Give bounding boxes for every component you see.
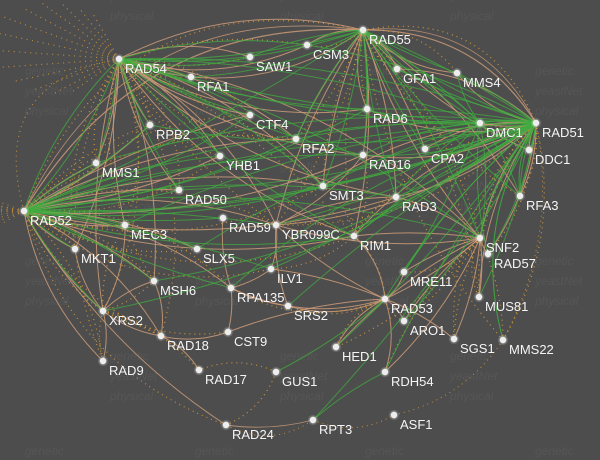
svg-text:physical: physical [24, 104, 69, 118]
svg-text:RFA1: RFA1 [197, 79, 230, 94]
svg-text:SGS1: SGS1 [460, 341, 495, 356]
svg-text:RAD55: RAD55 [369, 32, 411, 47]
svg-text:RPT3: RPT3 [319, 422, 352, 437]
svg-text:physical: physical [534, 294, 579, 308]
svg-text:RAD6: RAD6 [373, 111, 408, 126]
svg-text:genetic: genetic [25, 444, 64, 458]
svg-text:CTF4: CTF4 [256, 117, 289, 132]
svg-text:RAD17: RAD17 [205, 372, 247, 387]
svg-text:DMC1: DMC1 [486, 125, 523, 140]
svg-text:RFA3: RFA3 [526, 198, 559, 213]
svg-text:RPA135: RPA135 [237, 290, 284, 305]
svg-text:physical: physical [534, 104, 579, 118]
svg-text:RAD3: RAD3 [402, 199, 437, 214]
svg-text:RIM1: RIM1 [360, 238, 391, 253]
svg-text:physical: physical [109, 389, 154, 403]
svg-text:RDH54: RDH54 [391, 374, 434, 389]
svg-text:physical: physical [24, 294, 69, 308]
svg-text:ILV1: ILV1 [277, 271, 303, 286]
svg-text:MEC3: MEC3 [131, 227, 167, 242]
svg-text:MRE11: MRE11 [410, 274, 452, 289]
svg-text:RAD54: RAD54 [125, 61, 167, 76]
svg-text:MUS81: MUS81 [485, 299, 528, 314]
svg-text:GFA1: GFA1 [403, 71, 436, 86]
svg-text:yeastNet: yeastNet [24, 84, 73, 98]
svg-text:RAD57: RAD57 [494, 256, 536, 271]
svg-text:physical: physical [449, 389, 494, 403]
svg-text:CPA2: CPA2 [431, 151, 464, 166]
svg-text:RFA2: RFA2 [302, 141, 335, 156]
svg-text:SRS2: SRS2 [294, 308, 328, 323]
svg-text:genetic: genetic [195, 444, 234, 458]
svg-text:yeastNet: yeastNet [109, 0, 158, 3]
svg-text:RAD50: RAD50 [185, 192, 227, 207]
svg-text:RAD51: RAD51 [542, 125, 584, 140]
svg-text:RPB2: RPB2 [156, 127, 190, 142]
svg-text:MKT1: MKT1 [81, 251, 116, 266]
svg-text:SLX5: SLX5 [203, 251, 235, 266]
svg-text:RAD59: RAD59 [229, 220, 271, 235]
svg-text:RAD16: RAD16 [369, 157, 411, 172]
svg-text:physical: physical [279, 9, 324, 23]
svg-text:MMS4: MMS4 [463, 75, 501, 90]
svg-text:ASF1: ASF1 [400, 417, 433, 432]
svg-text:genetic: genetic [365, 444, 404, 458]
svg-text:YBR099C: YBR099C [282, 227, 340, 242]
svg-text:physical: physical [109, 9, 154, 23]
svg-text:yeastNet: yeastNet [279, 0, 328, 3]
svg-text:genetic: genetic [535, 444, 574, 458]
svg-text:XRS2: XRS2 [109, 313, 143, 328]
svg-text:MMS22: MMS22 [509, 342, 554, 357]
svg-text:RAD52: RAD52 [30, 213, 72, 228]
svg-text:RAD24: RAD24 [232, 427, 274, 442]
svg-text:MSH6: MSH6 [160, 283, 196, 298]
svg-text:yeastNet: yeastNet [449, 0, 498, 3]
svg-text:genetic: genetic [535, 64, 574, 78]
svg-text:YHB1: YHB1 [226, 158, 260, 173]
svg-text:SAW1: SAW1 [256, 59, 292, 74]
svg-text:yeastNet: yeastNet [449, 369, 498, 383]
svg-text:physical: physical [449, 9, 494, 23]
svg-text:yeastNet: yeastNet [534, 274, 583, 288]
svg-text:ARO1: ARO1 [410, 323, 445, 338]
svg-text:RAD18: RAD18 [167, 338, 209, 353]
svg-text:genetic: genetic [25, 64, 64, 78]
svg-text:SMT3: SMT3 [329, 188, 364, 203]
svg-text:RAD9: RAD9 [109, 363, 144, 378]
svg-text:GUS1: GUS1 [282, 374, 317, 389]
svg-text:CST9: CST9 [234, 334, 267, 349]
svg-text:CSM3: CSM3 [313, 47, 349, 62]
svg-text:DDC1: DDC1 [535, 152, 570, 167]
svg-text:genetic: genetic [535, 254, 574, 268]
svg-text:yeastNet: yeastNet [534, 84, 583, 98]
svg-text:HED1: HED1 [342, 349, 377, 364]
svg-text:SNF2: SNF2 [486, 240, 519, 255]
svg-text:RAD53: RAD53 [391, 301, 433, 316]
svg-text:physical: physical [279, 389, 324, 403]
svg-text:MMS1: MMS1 [102, 165, 140, 180]
